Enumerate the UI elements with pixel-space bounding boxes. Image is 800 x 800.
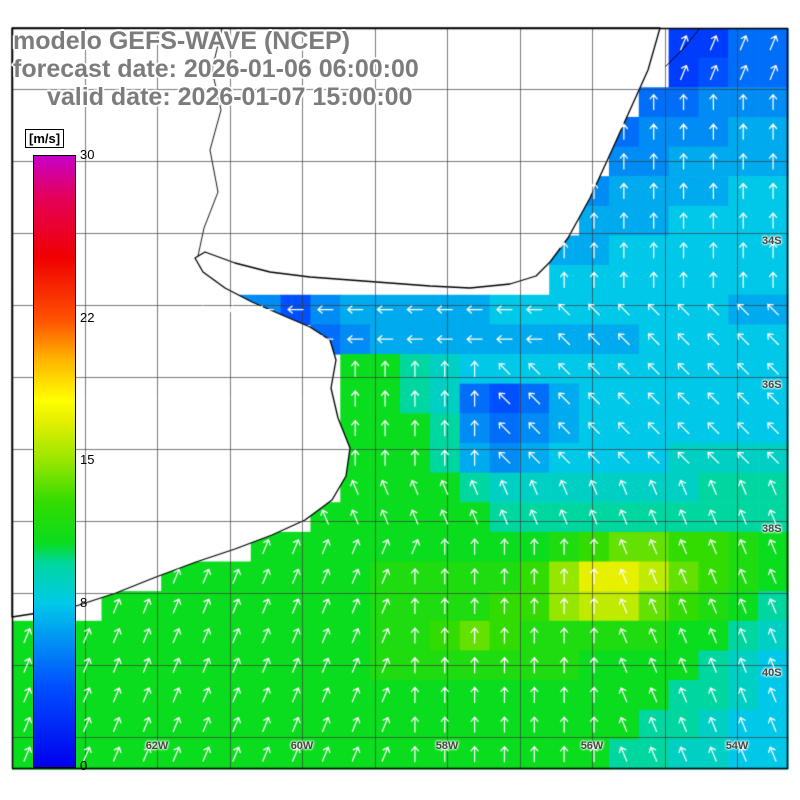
forecast-date-label: forecast date: 2026-01-06 06:00:00 (13, 55, 419, 83)
colorbar-tick-8: 8 (80, 595, 88, 610)
colorbar-unit-label: [m/s] (25, 129, 65, 148)
lon-label-56w: 56W (580, 740, 604, 752)
lon-label-62w: 62W (145, 740, 169, 752)
colorbar (33, 155, 76, 768)
valid-date-label: valid date: 2026-01-07 15:00:00 (47, 83, 413, 111)
model-title: modelo GEFS-WAVE (NCEP) (13, 27, 351, 55)
lat-label-38s: 38S (762, 523, 782, 535)
lat-label-34s: 34S (762, 235, 782, 247)
title-block: modelo GEFS-WAVE (NCEP) forecast date: 2… (13, 27, 419, 111)
lon-label-60w: 60W (290, 740, 314, 752)
lon-label-58w: 58W (435, 740, 459, 752)
colorbar-tick-15: 15 (80, 452, 95, 467)
lat-label-36s: 36S (762, 379, 782, 391)
colorbar-tick-0: 0 (80, 758, 88, 773)
colorbar-tick-22: 22 (80, 310, 95, 325)
lat-label-40s: 40S (762, 667, 782, 679)
lon-label-54w: 54W (725, 740, 749, 752)
colorbar-tick-30: 30 (80, 147, 95, 162)
